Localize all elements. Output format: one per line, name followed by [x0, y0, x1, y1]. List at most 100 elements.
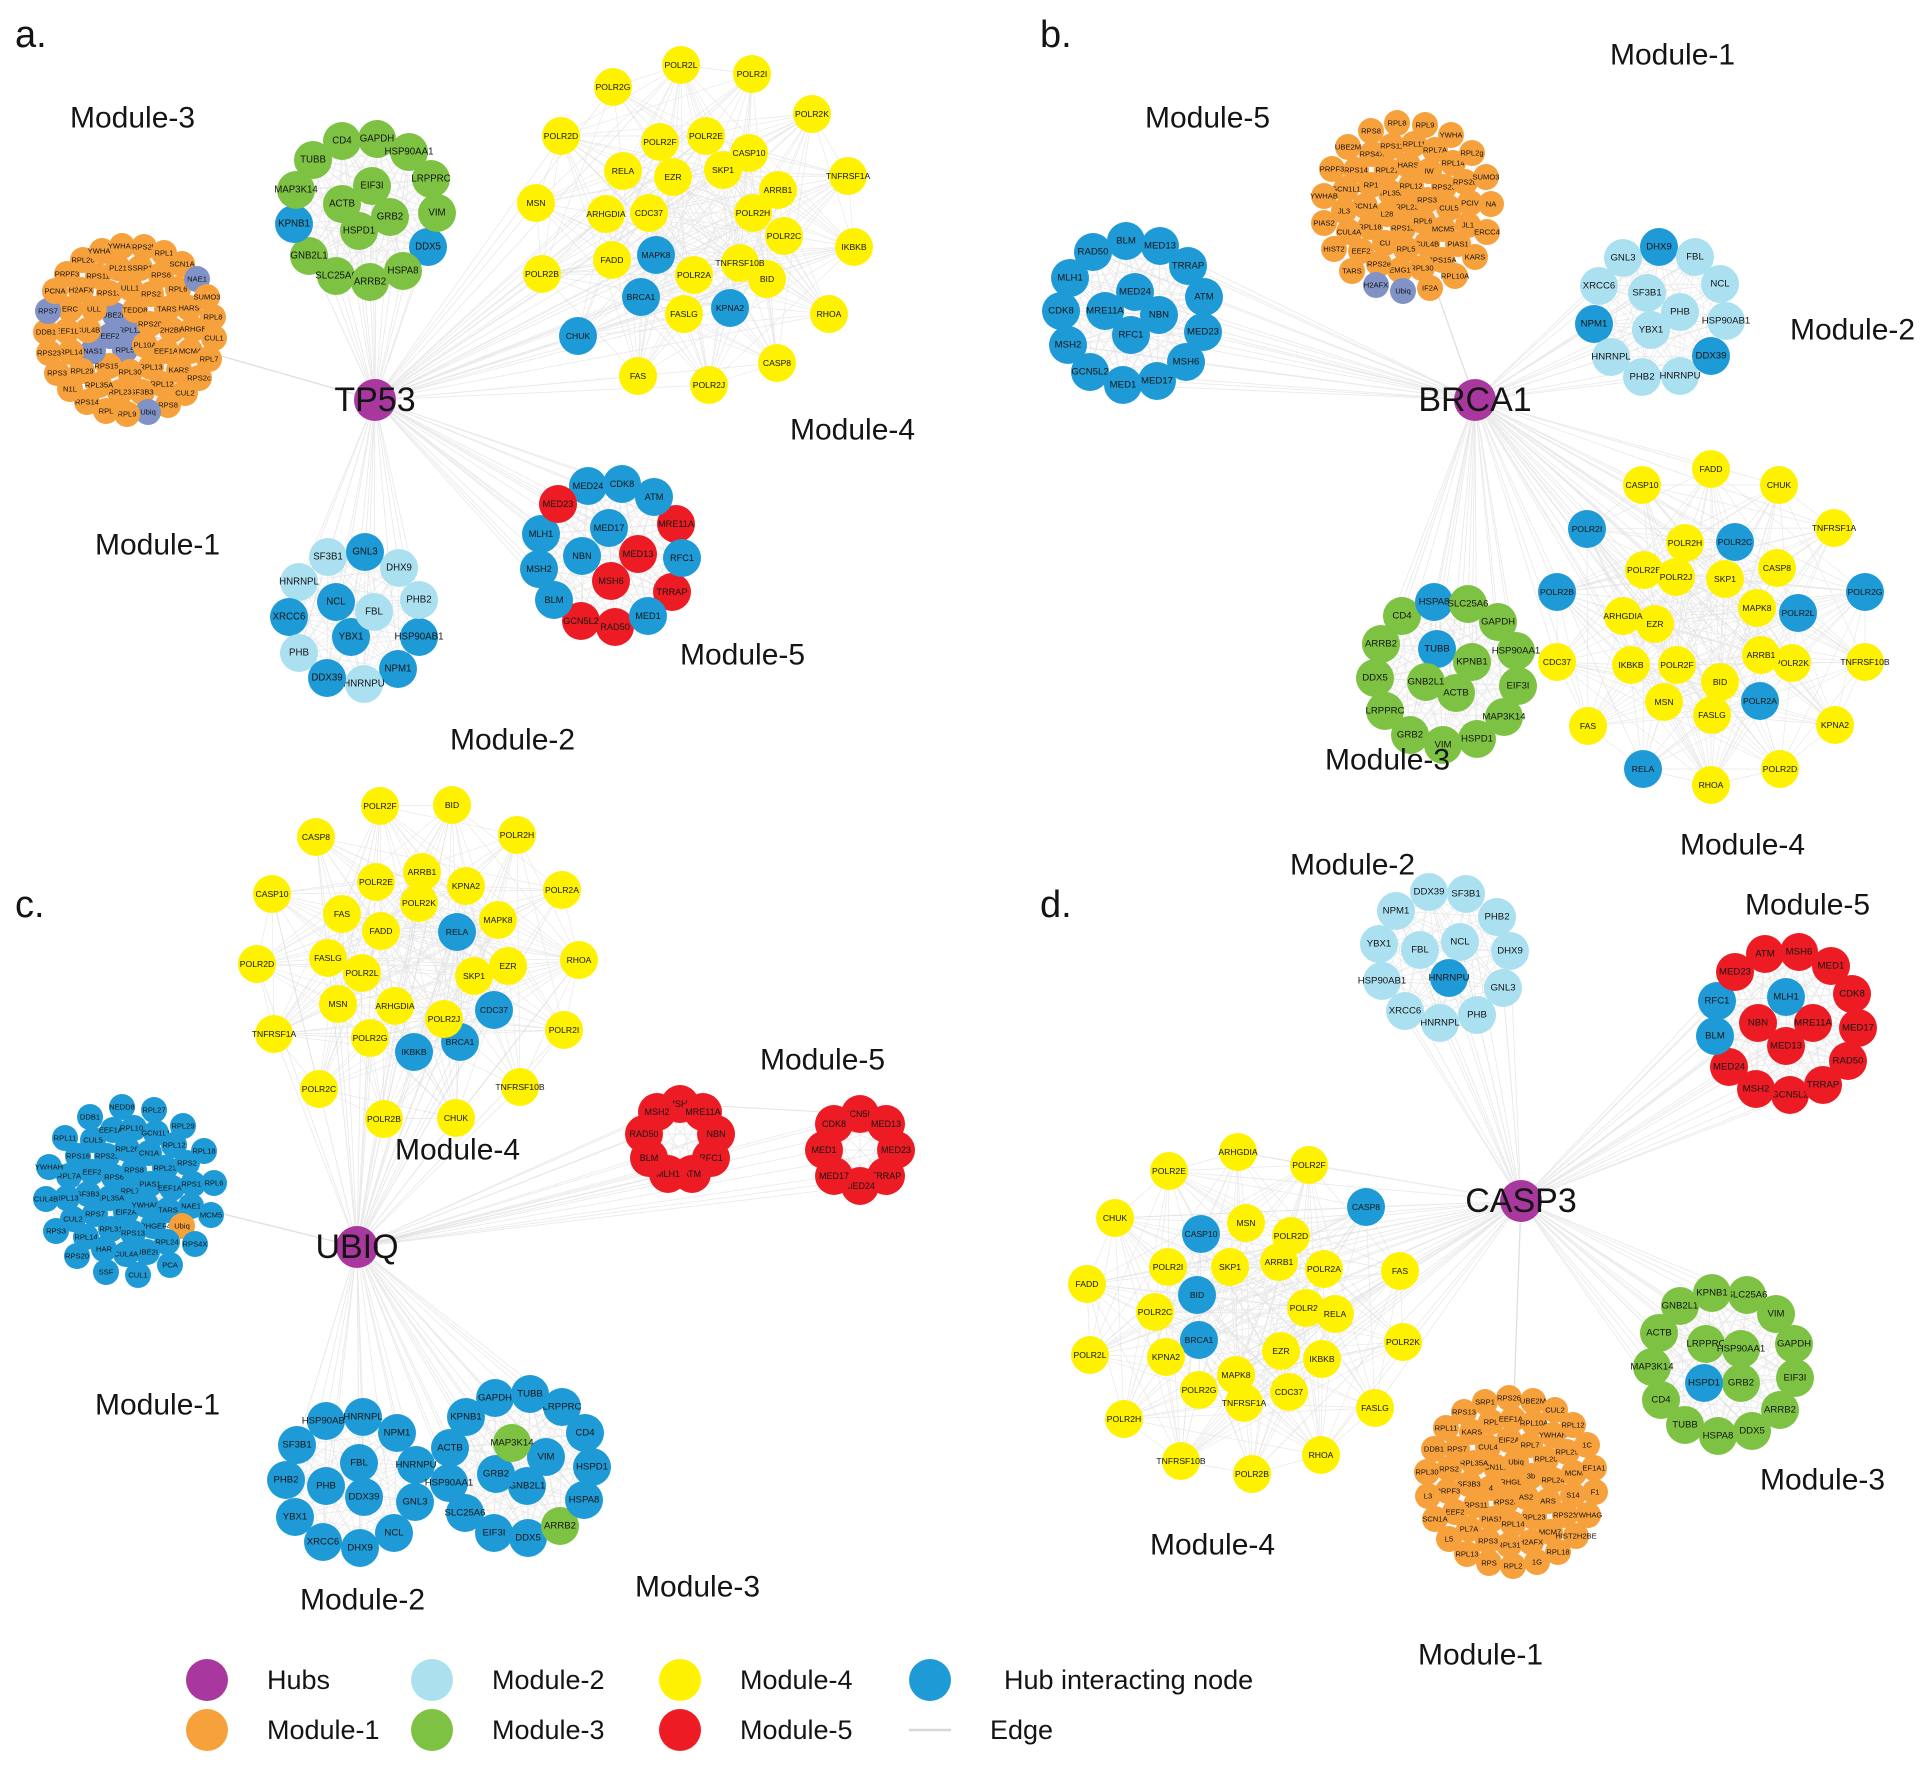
svg-text:HNRNPU: HNRNPU [343, 679, 384, 690]
svg-text:TUBB: TUBB [1424, 644, 1450, 655]
svg-text:RPL2g: RPL2g [1460, 149, 1483, 158]
svg-text:GNB2L1: GNB2L1 [509, 1481, 546, 1492]
svg-text:CDC37: CDC37 [480, 1005, 508, 1015]
svg-text:ARRB2: ARRB2 [1365, 639, 1397, 650]
svg-text:1C: 1C [1582, 1441, 1592, 1450]
svg-text:VIM: VIM [428, 208, 445, 219]
svg-text:Module-2: Module-2 [492, 1665, 605, 1695]
svg-text:Ubiq: Ubiq [174, 1222, 190, 1231]
svg-text:DDX5: DDX5 [1739, 1426, 1765, 1437]
svg-text:POLR2J: POLR2J [1660, 572, 1692, 582]
svg-text:MAP3K14: MAP3K14 [1630, 1362, 1674, 1373]
svg-text:TNFRSF10B: TNFRSF10B [715, 258, 764, 268]
svg-text:GNB2L1: GNB2L1 [1408, 677, 1445, 688]
svg-text:NCL: NCL [384, 1528, 404, 1539]
svg-text:JL1: JL1 [1462, 221, 1474, 230]
svg-text:RPS2: RPS2 [177, 1159, 197, 1168]
svg-text:RP1: RP1 [1364, 181, 1379, 190]
svg-text:DDX39: DDX39 [1414, 887, 1445, 898]
svg-text:CUL5: CUL5 [1439, 204, 1458, 213]
svg-text:POLR2D: POLR2D [1763, 764, 1797, 774]
svg-text:Module-1: Module-1 [95, 529, 220, 562]
svg-text:Module-5: Module-5 [760, 1044, 885, 1077]
svg-text:CASP8: CASP8 [302, 832, 330, 842]
svg-text:HSPD1: HSPD1 [343, 226, 375, 237]
svg-text:RPL13: RPL13 [1455, 1550, 1478, 1559]
svg-text:FAS: FAS [1580, 721, 1597, 731]
svg-text:MSN: MSN [1654, 697, 1673, 707]
svg-text:Hubs: Hubs [267, 1665, 330, 1695]
svg-text:CUL5: CUL5 [83, 1136, 102, 1145]
svg-text:RPL7: RPL7 [1521, 1441, 1540, 1450]
svg-text:RPS20: RPS20 [65, 1252, 89, 1261]
svg-text:GNB2L1: GNB2L1 [290, 251, 327, 262]
svg-text:CASP8: CASP8 [1763, 563, 1791, 573]
svg-text:RPL11: RPL11 [1403, 140, 1426, 149]
svg-text:3b: 3b [1527, 1472, 1535, 1481]
svg-text:MRE11A: MRE11A [1794, 1018, 1832, 1029]
svg-text:MED23: MED23 [1719, 967, 1751, 978]
svg-text:SKP1: SKP1 [1714, 574, 1736, 584]
svg-text:POLR2J: POLR2J [428, 1014, 460, 1024]
svg-text:ARRB2: ARRB2 [544, 1521, 576, 1532]
svg-text:IKBKB: IKBKB [401, 1047, 427, 1057]
svg-text:RPL20: RPL20 [1534, 1455, 1557, 1464]
svg-text:FASLG: FASLG [314, 953, 342, 963]
svg-text:ULL1: ULL1 [121, 284, 139, 293]
svg-text:RPS20: RPS20 [138, 320, 162, 329]
svg-text:RPL10A: RPL10A [1441, 272, 1470, 281]
svg-text:EIF3I: EIF3I [1784, 1373, 1807, 1384]
svg-text:FBL: FBL [350, 1458, 368, 1469]
svg-text:Module-2: Module-2 [450, 724, 575, 757]
svg-text:Module-5: Module-5 [1145, 102, 1270, 135]
svg-text:RPS7: RPS7 [38, 307, 58, 316]
svg-text:SLC25A6: SLC25A6 [1726, 1290, 1767, 1301]
svg-text:IKBKB: IKBKB [841, 242, 867, 252]
svg-text:GAPDH: GAPDH [1481, 617, 1515, 628]
svg-text:MSH2: MSH2 [1055, 340, 1082, 351]
svg-text:RPL18: RPL18 [1358, 223, 1381, 232]
svg-text:RELA: RELA [1324, 1309, 1347, 1319]
svg-text:ACTB: ACTB [1443, 688, 1469, 699]
svg-text:Module-5: Module-5 [1745, 889, 1870, 922]
svg-text:GCN5L2: GCN5L2 [563, 616, 599, 626]
svg-text:PL21: PL21 [109, 264, 127, 273]
svg-text:S14: S14 [1566, 1491, 1580, 1500]
svg-text:TARS: TARS [157, 305, 177, 314]
svg-text:VIM: VIM [1767, 1309, 1784, 1320]
svg-text:GNB2L1: GNB2L1 [1662, 1301, 1699, 1312]
svg-text:SLC25A6: SLC25A6 [444, 1508, 485, 1519]
svg-text:Module-3: Module-3 [70, 102, 195, 135]
svg-text:DDX5: DDX5 [415, 242, 441, 253]
svg-text:RPL7A: RPL7A [57, 1172, 82, 1181]
svg-text:CASP8: CASP8 [763, 358, 791, 368]
svg-text:RFC1: RFC1 [670, 553, 694, 563]
svg-text:FAS: FAS [630, 371, 647, 381]
svg-text:HARS: HARS [1397, 161, 1418, 170]
svg-text:RPL6: RPL6 [205, 1179, 224, 1188]
svg-text:POLR2D: POLR2D [544, 131, 578, 141]
svg-text:BID: BID [1713, 677, 1727, 687]
svg-text:DDX39: DDX39 [349, 1492, 380, 1503]
svg-text:MED24: MED24 [573, 481, 604, 491]
svg-text:ERCC4: ERCC4 [1474, 228, 1500, 237]
svg-text:RHOA: RHOA [1309, 1450, 1334, 1460]
svg-text:RPL35A: RPL35A [1460, 1459, 1489, 1468]
svg-text:SSF: SSF [99, 1268, 114, 1277]
svg-text:MSN: MSN [526, 198, 545, 208]
svg-text:TP53: TP53 [334, 381, 415, 419]
svg-text:POLR2C: POLR2C [1718, 537, 1752, 547]
svg-text:MED17: MED17 [594, 523, 625, 533]
svg-text:CUL4B: CUL4B [34, 1195, 58, 1204]
svg-text:ATM: ATM [1194, 292, 1214, 303]
svg-text:PRPF3: PRPF3 [1320, 165, 1344, 174]
svg-text:RPS13: RPS13 [121, 1229, 145, 1238]
svg-text:CASP10: CASP10 [256, 889, 289, 899]
svg-text:Ubiq: Ubiq [1508, 1458, 1524, 1467]
svg-text:Module-2: Module-2 [1790, 314, 1915, 347]
svg-text:POLR2B: POLR2B [1540, 587, 1574, 597]
svg-text:TNFRSF10B: TNFRSF10B [1156, 1456, 1205, 1466]
svg-text:MED13: MED13 [623, 549, 654, 559]
svg-text:RPL9: RPL9 [1416, 121, 1435, 130]
svg-text:KPNA2: KPNA2 [716, 303, 744, 313]
